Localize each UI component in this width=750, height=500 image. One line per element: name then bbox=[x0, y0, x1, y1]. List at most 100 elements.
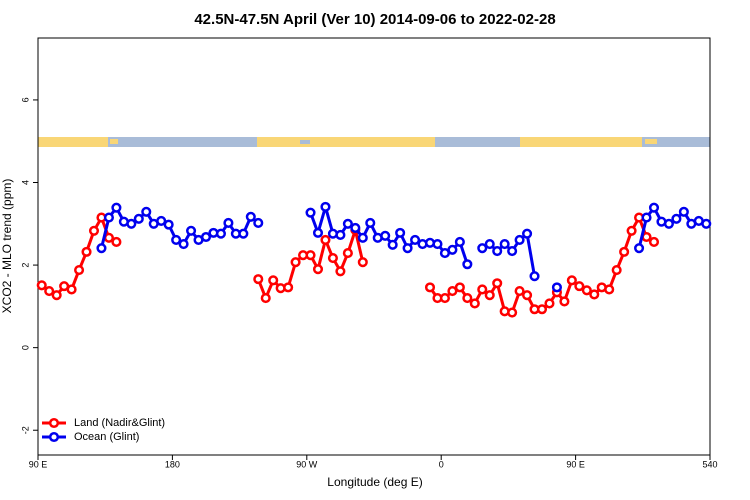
data-point bbox=[245, 211, 256, 222]
data-point bbox=[447, 286, 458, 297]
data-point bbox=[454, 282, 465, 293]
data-point bbox=[402, 243, 413, 254]
data-point bbox=[200, 231, 212, 243]
data-point bbox=[514, 234, 525, 245]
legend-label: Ocean (Glint) bbox=[74, 431, 139, 443]
data-point bbox=[439, 293, 450, 304]
data-point bbox=[357, 257, 368, 268]
series bbox=[36, 212, 660, 318]
data-point bbox=[410, 234, 421, 245]
data-point bbox=[74, 264, 85, 276]
data-point bbox=[350, 222, 361, 233]
data-point bbox=[514, 286, 525, 297]
y-tick-label: 4 bbox=[20, 180, 30, 185]
data-point bbox=[268, 275, 279, 286]
data-point bbox=[581, 285, 592, 296]
data-point bbox=[335, 266, 346, 277]
data-point bbox=[492, 278, 503, 289]
data-point bbox=[559, 296, 570, 307]
data-point bbox=[477, 284, 488, 295]
data-point bbox=[178, 238, 189, 250]
data-point bbox=[320, 201, 331, 212]
data-point bbox=[133, 213, 144, 224]
data-point bbox=[529, 271, 540, 282]
plot-frame bbox=[37, 37, 711, 456]
data-point bbox=[312, 227, 324, 238]
data-point bbox=[589, 289, 600, 300]
data-point bbox=[357, 232, 368, 243]
series bbox=[96, 201, 712, 293]
legend-label: Land (Nadir&Glint) bbox=[74, 417, 165, 429]
data-point bbox=[312, 264, 324, 275]
data-point bbox=[223, 217, 234, 229]
data-point bbox=[305, 207, 316, 218]
data-point bbox=[253, 217, 264, 229]
data-point bbox=[96, 243, 107, 254]
data-point bbox=[238, 228, 249, 239]
data-point bbox=[678, 206, 689, 217]
data-point bbox=[335, 229, 346, 240]
legend-marker bbox=[48, 417, 60, 429]
data-point bbox=[641, 212, 652, 223]
data-point bbox=[36, 280, 47, 291]
data-point bbox=[462, 259, 473, 270]
data-point bbox=[253, 274, 264, 285]
data-point bbox=[701, 218, 712, 229]
x-tick-label: 0 bbox=[439, 459, 444, 469]
legend-marker bbox=[48, 431, 60, 443]
y-axis-label: XCO2 - MLO trend (ppm) bbox=[0, 179, 14, 314]
x-axis-label: Longitude (deg E) bbox=[327, 475, 422, 489]
data-point bbox=[484, 238, 495, 250]
data-point bbox=[186, 225, 197, 236]
data-point bbox=[81, 246, 92, 257]
data-point bbox=[432, 238, 443, 250]
data-point bbox=[103, 212, 114, 223]
data-point bbox=[66, 284, 77, 295]
data-point bbox=[342, 248, 353, 259]
data-point bbox=[51, 290, 62, 301]
data-point bbox=[260, 293, 271, 304]
data-point bbox=[380, 230, 391, 241]
data-point bbox=[141, 206, 152, 217]
data-point bbox=[305, 250, 316, 261]
data-point bbox=[126, 218, 137, 229]
data-point bbox=[626, 225, 637, 236]
data-point bbox=[611, 264, 622, 276]
data-point bbox=[536, 304, 548, 315]
land-ocean-strip bbox=[38, 137, 710, 147]
data-point bbox=[88, 225, 100, 236]
data-point bbox=[484, 290, 495, 301]
data-point bbox=[156, 215, 167, 226]
data-point bbox=[215, 228, 226, 239]
data-point bbox=[566, 275, 577, 286]
data-point bbox=[342, 218, 353, 229]
data-point bbox=[671, 213, 682, 224]
data-point bbox=[283, 282, 294, 293]
chart-title: 42.5N-47.5N April (Ver 10) 2014-09-06 to… bbox=[194, 11, 555, 28]
data-point bbox=[574, 281, 585, 292]
x-tick-label: 90 E bbox=[566, 459, 585, 469]
data-point bbox=[544, 298, 555, 309]
data-point bbox=[522, 228, 533, 239]
data-point bbox=[111, 202, 122, 213]
data-point bbox=[462, 293, 473, 304]
data-point bbox=[424, 282, 436, 293]
x-tick-label: 180 bbox=[165, 459, 180, 469]
data-point bbox=[634, 243, 645, 254]
data-point bbox=[648, 202, 660, 213]
data-point bbox=[499, 238, 510, 250]
data-point bbox=[395, 227, 406, 238]
data-point bbox=[551, 282, 562, 293]
y-tick-label: -2 bbox=[20, 426, 30, 434]
data-point bbox=[522, 290, 533, 301]
data-point bbox=[320, 234, 331, 245]
data-point bbox=[111, 236, 122, 248]
x-tick-label: 90 E bbox=[29, 459, 48, 469]
x-tick-label: 90 W bbox=[296, 459, 318, 469]
data-point bbox=[507, 245, 518, 257]
data-point bbox=[44, 286, 55, 297]
data-point bbox=[648, 236, 660, 248]
data-point bbox=[477, 243, 488, 254]
data-point bbox=[469, 298, 480, 309]
